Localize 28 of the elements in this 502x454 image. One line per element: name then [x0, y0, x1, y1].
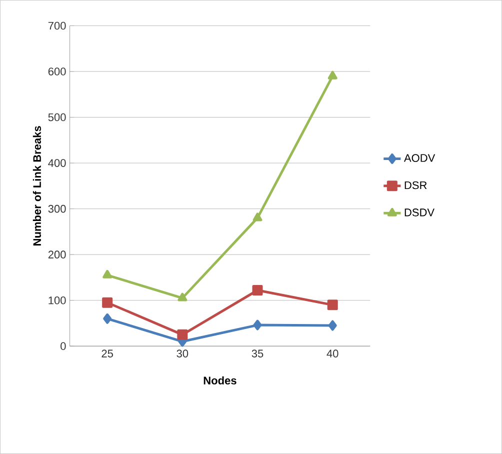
y-tick-label: 400: [48, 159, 66, 167]
point: [253, 320, 262, 330]
legend-label: DSDV: [404, 208, 434, 216]
point: [102, 297, 113, 308]
x-tick-label: 25: [102, 350, 113, 358]
point: [328, 320, 337, 331]
x-tick-label: 40: [326, 350, 338, 358]
point: [102, 270, 112, 278]
point: [177, 329, 188, 340]
y-tick-label: 600: [48, 68, 66, 76]
y-tick-label: 100: [48, 296, 66, 304]
y-tick-label: 200: [48, 250, 66, 259]
y-tick-label: 300: [48, 204, 66, 213]
legend-label: AODV: [404, 154, 436, 162]
point: [178, 292, 188, 302]
x-axis-title: Nodes: [204, 376, 236, 384]
point: [252, 285, 263, 296]
legend-label: DSR: [404, 181, 427, 190]
x-tick-label: 30: [176, 350, 188, 358]
point: [103, 313, 112, 324]
y-axis-title: Number of Link Breaks: [32, 126, 41, 246]
y-tick-label: 700: [48, 22, 66, 30]
point: [327, 300, 338, 310]
x-tick-label: 35: [252, 350, 264, 358]
y-tick-label: 500: [48, 113, 66, 122]
point: [252, 212, 262, 222]
point: [328, 70, 338, 80]
y-tick-label: 0: [60, 342, 66, 350]
